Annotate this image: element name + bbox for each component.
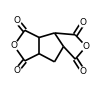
Text: O: O — [13, 66, 20, 75]
Text: O: O — [10, 41, 17, 50]
Circle shape — [12, 16, 21, 25]
Circle shape — [81, 42, 91, 51]
Circle shape — [9, 41, 19, 50]
Text: O: O — [83, 42, 90, 51]
Circle shape — [79, 17, 88, 27]
Circle shape — [12, 66, 21, 76]
Text: O: O — [80, 67, 87, 76]
Circle shape — [79, 67, 88, 76]
Text: O: O — [13, 16, 20, 25]
Text: O: O — [80, 18, 87, 27]
